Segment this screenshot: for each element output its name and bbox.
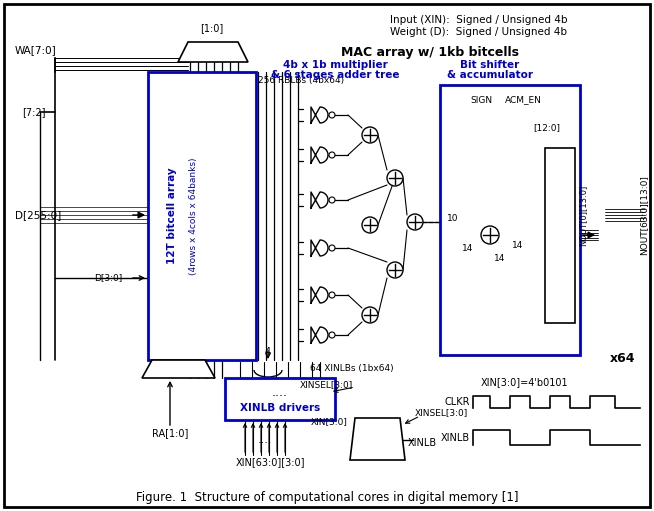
Text: CLKR: CLKR (445, 397, 470, 407)
Bar (148, 72, 256, 360)
Text: (4rows x 4cols x 64banks): (4rows x 4cols x 64banks) (188, 157, 198, 275)
Circle shape (329, 197, 335, 203)
Bar (225, 378, 335, 420)
Text: ....: .... (258, 435, 272, 445)
Text: D[3:0]: D[3:0] (94, 273, 122, 283)
Circle shape (362, 307, 378, 323)
Text: 64 XINLBs (1bx64): 64 XINLBs (1bx64) (310, 363, 394, 373)
Polygon shape (311, 287, 328, 303)
Circle shape (329, 152, 335, 158)
Text: 4b x 1b multiplier: 4b x 1b multiplier (283, 60, 387, 70)
Text: Figure. 1  Structure of computational cores in digital memory [1]: Figure. 1 Structure of computational cor… (136, 491, 518, 503)
Polygon shape (350, 418, 405, 460)
Circle shape (362, 127, 378, 143)
Text: XIN[63:0][3:0]: XIN[63:0][3:0] (235, 457, 305, 467)
Polygon shape (311, 240, 328, 256)
Text: 14: 14 (494, 253, 506, 263)
Text: ACM_EN: ACM_EN (505, 96, 542, 105)
Bar (142, 66, 606, 362)
Text: Bit shifter: Bit shifter (460, 60, 520, 70)
Polygon shape (311, 107, 328, 123)
Text: RA[1:0]: RA[1:0] (152, 428, 188, 438)
Text: 12T bitcell array: 12T bitcell array (167, 168, 177, 264)
Polygon shape (178, 42, 248, 62)
Circle shape (329, 112, 335, 118)
Bar (146, 70, 602, 362)
Text: XINSEL[3:0]: XINSEL[3:0] (415, 408, 468, 417)
Circle shape (329, 245, 335, 251)
Text: 14: 14 (462, 244, 473, 252)
Polygon shape (142, 360, 215, 378)
Circle shape (329, 332, 335, 338)
Circle shape (407, 214, 423, 230)
Text: XINLB: XINLB (441, 433, 470, 443)
Text: [12:0]: [12:0] (533, 124, 560, 132)
Text: [1:0]: [1:0] (200, 23, 224, 33)
Text: & accumulator: & accumulator (447, 70, 533, 80)
Text: 4: 4 (265, 347, 271, 357)
Text: NOUT[0][13:0]: NOUT[0][13:0] (579, 184, 587, 246)
Text: SIGN: SIGN (470, 96, 492, 105)
Text: 10: 10 (447, 214, 458, 222)
Text: 256 RBLBs (4bx64): 256 RBLBs (4bx64) (258, 76, 344, 84)
Text: XIN[3:0]=4'b0101: XIN[3:0]=4'b0101 (481, 377, 569, 387)
Bar (545, 148, 575, 323)
Text: D[255:0]: D[255:0] (15, 210, 61, 220)
Text: Input (XIN):  Signed / Unsigned 4b: Input (XIN): Signed / Unsigned 4b (390, 15, 568, 25)
Polygon shape (311, 147, 328, 163)
Text: ....: .... (272, 385, 288, 399)
Text: XINSEL[3:0]: XINSEL[3:0] (300, 381, 353, 389)
Text: WA[7:0]: WA[7:0] (15, 45, 57, 55)
Text: [7:2]: [7:2] (22, 107, 46, 117)
Text: x64: x64 (610, 352, 636, 364)
Text: Weight (D):  Signed / Unsigned 4b: Weight (D): Signed / Unsigned 4b (390, 27, 567, 37)
Text: XINLB drivers: XINLB drivers (240, 403, 320, 413)
Text: XIN[3:0]: XIN[3:0] (311, 417, 348, 427)
Circle shape (362, 217, 378, 233)
Text: & 6 stages adder tree: & 6 stages adder tree (271, 70, 399, 80)
Circle shape (387, 262, 403, 278)
Circle shape (387, 170, 403, 186)
Circle shape (329, 292, 335, 298)
Text: MAC array w/ 1kb bitcells: MAC array w/ 1kb bitcells (341, 45, 519, 58)
Text: XINLB: XINLB (408, 438, 437, 448)
Polygon shape (311, 192, 328, 208)
Circle shape (481, 226, 499, 244)
Polygon shape (311, 327, 328, 343)
Text: 14: 14 (512, 241, 524, 249)
Bar (138, 62, 610, 362)
Bar (440, 85, 580, 355)
Text: NOUT[63:0][13:0]: NOUT[63:0][13:0] (639, 175, 648, 255)
